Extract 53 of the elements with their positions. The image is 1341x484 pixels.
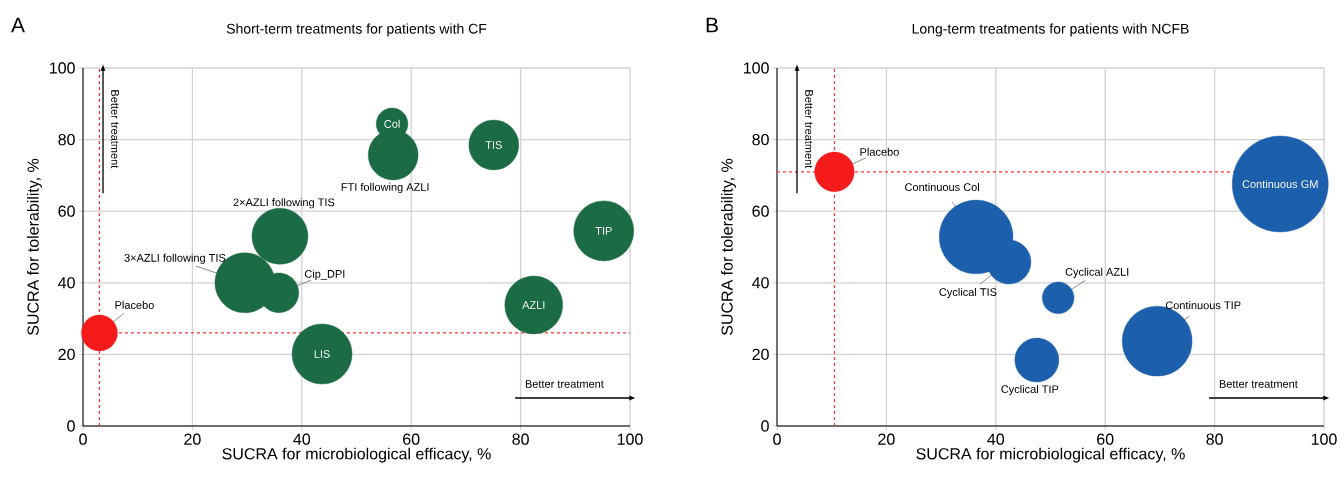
x-tick-label: 60 [1097, 433, 1114, 445]
annotation: Better treatment [525, 380, 604, 388]
annotation: Placebo [115, 300, 154, 309]
annotation: Cyclical TIP [1001, 384, 1059, 396]
annotation: Cyclical AZLI [1065, 267, 1129, 278]
annotation: 2×AZLI following TIS [233, 198, 335, 209]
x-axis-title: SUCRA for microbiological efficacy, % [916, 447, 1185, 463]
annotation: Continuous GM [1242, 179, 1318, 189]
x-tick-label: 40 [987, 433, 1005, 445]
annotation: Cip_DPI [304, 269, 345, 280]
annotation: TIS [485, 141, 502, 149]
text: B [706, 17, 718, 33]
y-tick-label: 60 [58, 205, 75, 217]
annotation: Col [384, 119, 400, 128]
annotation: Cyclical TIS [939, 287, 997, 299]
chart-title: Short-term treatments for patients with CF [226, 23, 487, 37]
y-tick-label: 80 [58, 133, 75, 146]
text: A [11, 17, 25, 33]
annotation: Better treatment [111, 90, 119, 169]
x-tick-label: 80 [1206, 433, 1223, 445]
y-tick-label: 0 [67, 420, 75, 432]
annotation: LIS [314, 350, 330, 358]
x-tick-label: 40 [293, 433, 311, 445]
annotation: Better treatment [1219, 380, 1298, 388]
annotation: Better treatment [805, 90, 813, 169]
y-axis-title: SUCRA for tolerability, % [27, 158, 42, 336]
x-tick-label: 20 [184, 433, 201, 445]
y-tick-label: 0 [761, 420, 769, 432]
annotation: Placebo [860, 147, 899, 156]
y-tick-label: 40 [58, 277, 75, 289]
x-axis-title: SUCRA for microbiological efficacy, % [222, 447, 491, 463]
x-tick-label: 20 [878, 433, 895, 445]
y-tick-label: 80 [752, 133, 769, 146]
y-tick-label: 100 [50, 62, 75, 74]
x-tick-label: 0 [773, 433, 781, 445]
x-tick-label: 100 [617, 433, 643, 445]
y-tick-label: 60 [752, 205, 769, 217]
y-tick-label: 100 [744, 62, 769, 74]
annotation: TIP [595, 227, 612, 235]
annotation: Continuous TIP [1165, 301, 1241, 310]
y-tick-label: 20 [58, 348, 75, 361]
y-tick-label: 40 [752, 277, 769, 289]
x-tick-label: 80 [512, 433, 529, 445]
y-axis-title: SUCRA for tolerability, % [721, 158, 736, 336]
annotation: 3×AZLI following TIS [124, 253, 226, 264]
annotation: Continuous Col [905, 182, 979, 192]
annotation: FTI following AZLI [341, 182, 429, 194]
x-tick-label: 60 [403, 433, 420, 445]
x-tick-label: 0 [79, 433, 87, 445]
y-tick-label: 20 [752, 348, 769, 361]
x-tick-label: 100 [1311, 433, 1337, 445]
annotation: AZLI [522, 301, 545, 309]
chart-title: Long-term treatments for patients with NCFB [912, 23, 1189, 37]
